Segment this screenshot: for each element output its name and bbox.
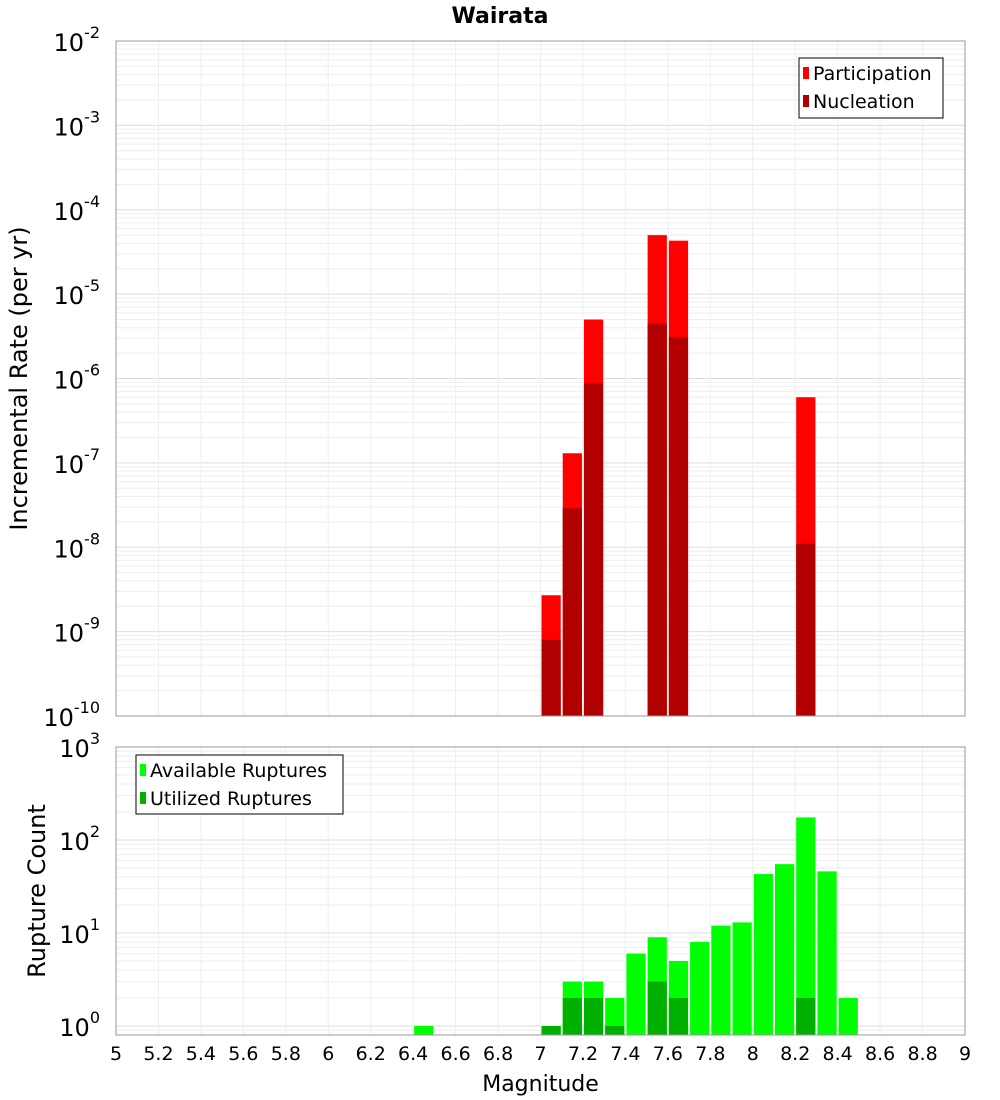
bar-available-ruptures-15 <box>838 997 858 1035</box>
bar-available-ruptures-11 <box>753 874 773 1035</box>
x-tick-label: 6.4 <box>398 1043 428 1065</box>
y-axis-label: Incremental Rate (per yr) <box>5 226 33 530</box>
legend-box <box>798 57 944 119</box>
y-tick-label: 10-9 <box>54 614 101 648</box>
y-tick-label: 10-5 <box>54 276 101 310</box>
legend: Available Ruptures Utilized Ruptures <box>135 754 344 815</box>
bar-utilized-ruptures-4 <box>647 981 667 1035</box>
x-tick-label: 5.6 <box>228 1043 258 1065</box>
bar-available-ruptures-9 <box>711 925 731 1035</box>
bar-available-ruptures-4 <box>605 997 625 1035</box>
legend: Participation Nucleation <box>798 57 944 119</box>
bar-available-ruptures-12 <box>774 864 795 1035</box>
x-axis-label: Magnitude <box>482 1072 599 1097</box>
bar-utilized-ruptures-3 <box>605 1025 625 1035</box>
bar-nucleation-3 <box>647 323 667 716</box>
legend-label-participation: Participation <box>813 63 932 85</box>
bar-utilized-ruptures-1 <box>562 997 582 1035</box>
x-tick-label: 5 <box>110 1043 122 1065</box>
y-tick-label: 102 <box>59 822 100 856</box>
x-tick-label: 6.6 <box>440 1043 470 1065</box>
bar-available-ruptures-5 <box>626 953 646 1035</box>
panel-1: 10-2 10-3 10-4 10-5 10-6 10-7 10-8 10-9 10-10 Inc… <box>5 23 966 732</box>
x-tick-label: 5.4 <box>186 1043 216 1065</box>
y-tick-label: 10-10 <box>43 698 100 732</box>
y-tick-label: 103 <box>59 729 100 763</box>
chart-title: Wairata <box>452 4 549 29</box>
x-tick-label: 8.4 <box>823 1043 853 1065</box>
x-tick-label: 5.8 <box>271 1043 301 1065</box>
bar-available-ruptures-13 <box>796 817 816 1035</box>
bar-utilized-ruptures-6 <box>796 997 816 1035</box>
x-tick-label: 5.2 <box>143 1043 173 1065</box>
y-tick-label: 100 <box>59 1008 100 1042</box>
bar-nucleation-0 <box>541 639 561 716</box>
bar-available-ruptures-14 <box>817 871 837 1035</box>
x-tick-label: 6.8 <box>483 1043 513 1065</box>
legend-label-available-ruptures: Available Ruptures <box>150 760 327 782</box>
x-tick-label: 9 <box>959 1043 971 1065</box>
legend-label-nucleation: Nucleation <box>813 91 915 113</box>
x-tick-label: 6.2 <box>356 1043 386 1065</box>
bar-utilized-ruptures-5 <box>668 997 689 1035</box>
legend-swatch-participation <box>803 67 809 79</box>
x-tick-label: 7.4 <box>610 1043 640 1065</box>
legend-swatch-utilized-ruptures <box>140 792 146 804</box>
legend-swatch-available-ruptures <box>140 764 146 776</box>
x-tick-label: 7.2 <box>568 1043 598 1065</box>
bar-available-ruptures-10 <box>732 922 752 1035</box>
y-tick-label: 10-8 <box>54 529 101 563</box>
y-tick-label: 10-2 <box>54 23 101 57</box>
bar-available-ruptures-8 <box>690 942 710 1035</box>
plot-frame <box>115 746 966 1036</box>
legend-swatch-nucleation <box>803 95 809 107</box>
x-tick-label: 7.8 <box>695 1043 725 1065</box>
y-tick-label: 10-4 <box>54 192 101 226</box>
bar-nucleation-1 <box>562 508 582 716</box>
bar-available-ruptures-0 <box>414 1025 434 1035</box>
y-axis-label: Rupture Count <box>23 804 51 978</box>
x-tick-label: 6 <box>322 1043 334 1065</box>
x-tick-label: 8.2 <box>780 1043 810 1065</box>
bar-nucleation-5 <box>796 543 816 716</box>
x-tick-label: 7 <box>534 1043 546 1065</box>
bar-nucleation-2 <box>583 383 604 716</box>
legend-label-utilized-ruptures: Utilized Ruptures <box>150 788 312 810</box>
x-tick-label: 7.6 <box>653 1043 683 1065</box>
y-tick-label: 10-3 <box>54 107 101 141</box>
y-tick-label: 10-6 <box>54 361 101 395</box>
bar-nucleation-4 <box>668 337 689 716</box>
y-tick-label: 10-7 <box>54 445 101 479</box>
x-tick-label: 8.8 <box>907 1043 937 1065</box>
legend-box <box>135 754 344 815</box>
y-tick-label: 101 <box>59 915 100 949</box>
plot-frame <box>115 40 966 717</box>
x-tick-label: 8.6 <box>865 1043 895 1065</box>
bar-utilized-ruptures-2 <box>583 997 604 1035</box>
bar-utilized-ruptures-0 <box>541 1025 561 1035</box>
x-tick-label: 8 <box>747 1043 759 1065</box>
